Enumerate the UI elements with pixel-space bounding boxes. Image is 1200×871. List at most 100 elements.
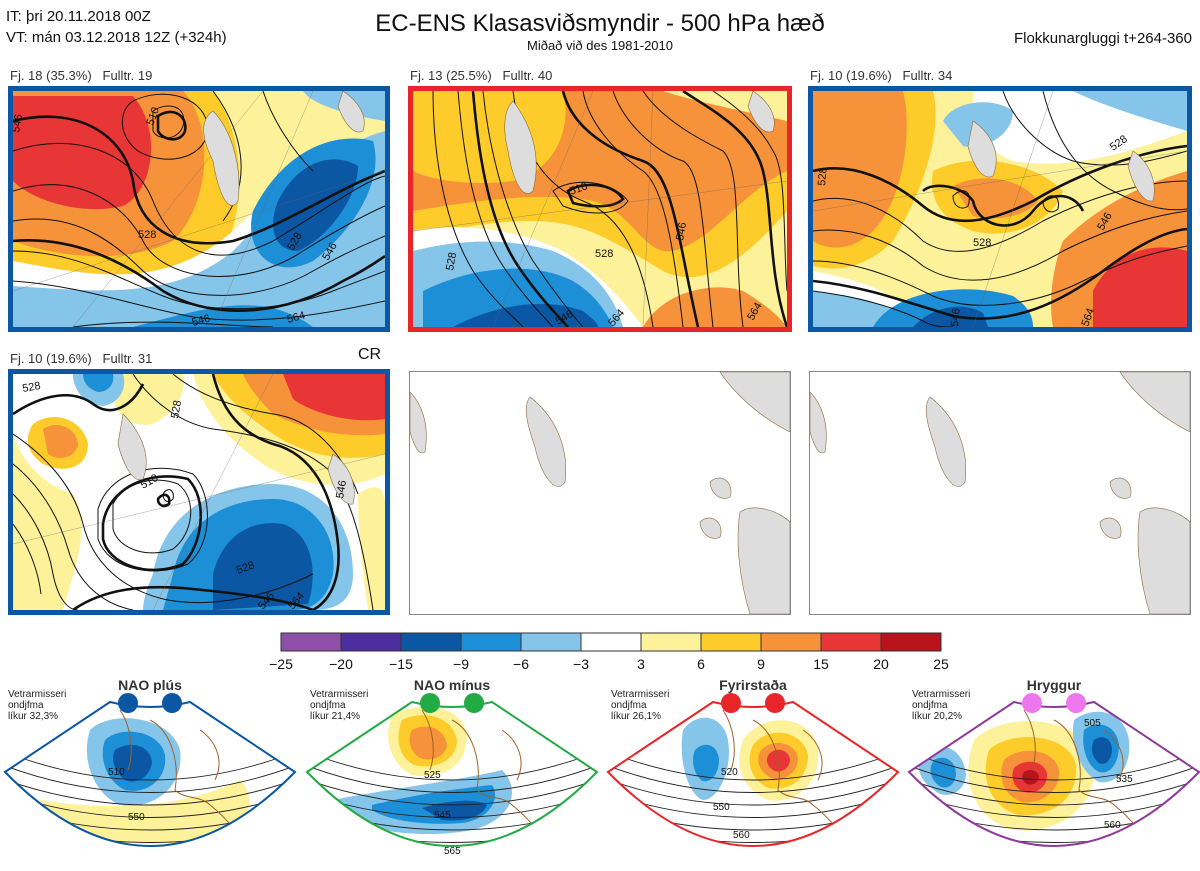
colorbar-cell [340,632,402,652]
colorbar-cell [820,632,882,652]
colorbar-tick: −9 [453,656,469,672]
regime-note: Vetrarmisseri ondjfma líkur 32,3% [8,689,66,722]
colorbar-tick: −25 [269,656,293,672]
regime-marker-dot [420,693,440,713]
panel-1-contour-label-1: 528 [138,229,156,241]
colorbar-tick: 25 [933,656,949,672]
regime-note1: Vetrarmisseri [8,689,67,700]
colorbar-tick: 9 [757,656,765,672]
panel-3-contour-label-4: 564 [1080,307,1098,327]
regime-contour-label: 535 [1116,774,1133,785]
regime-note3: líkur 26,1% [611,711,662,722]
panel-4-cluster: Fj. 10 (19.6%) [10,351,92,366]
regime-title: Hryggur [1026,677,1082,693]
regime-contour-label: 550 [713,802,730,813]
regime-note2: ondjfma [8,700,44,711]
panel-2-contour-label-2: 528 [595,248,613,260]
panel-2-cluster: Fj. 13 (25.5%) [410,68,492,83]
anomaly-area [409,726,447,760]
anomaly-area [693,744,719,782]
regime-marker-dot [118,693,138,713]
panel-2-label: Fj. 13 (25.5%) Fulltr. 40 [410,68,552,83]
panel-1-cluster: Fj. 18 (35.3%) [10,68,92,83]
colorbar-cell [400,632,462,652]
regime-note3: líkur 20,2% [912,711,963,722]
panel-1-label: Fj. 18 (35.3%) Fulltr. 19 [10,68,152,83]
regime-contour-label: 560 [733,830,750,841]
colorbar-tick: −20 [329,656,353,672]
anomaly-area [1014,856,1044,865]
panel-3-contour-label-5: 546 [949,308,963,327]
cluster-map-2: 510 528 546 564 546 564 528 [408,86,792,332]
regime-marker-dot [162,693,182,713]
panel-4-contour-label-5: 528 [235,559,256,577]
regime-map: 505 535 560 [907,700,1200,865]
regime-contour-label: 550 [128,812,145,823]
cluster-map-1: 528 510 546 528 546 564 546 [8,86,390,332]
colorbar-tick: 20 [873,656,889,672]
colorbar-cell [640,632,702,652]
regime-note: Vetrarmisseri ondjfma líkur 21,4% [310,689,368,722]
panel-1-contour-label-2: 510 [145,106,163,127]
anomaly-area [1022,769,1039,785]
colorbar-tick: 3 [637,656,645,672]
regime-note1: Vetrarmisseri [611,689,670,700]
regime-note1: Vetrarmisseri [912,689,971,700]
colorbar-cell [880,632,942,652]
anomaly-area [1091,737,1112,764]
regime-marker-dot [1066,693,1086,713]
colorbar-cell [580,632,642,652]
regime-note: Vetrarmisseri ondjfma líkur 20,2% [912,689,970,722]
colorbar-cell [460,632,522,652]
panel-3-member: Fulltr. 34 [902,68,953,83]
panel-1-contour-label-3: 546 [13,113,25,133]
panel-1-contour-label-7: 546 [191,313,212,327]
panel-2-contour-label-3: 546 [674,221,689,241]
panel-4-label: Fj. 10 (19.6%) Fulltr. 31 [10,351,152,366]
regime-marker-dot [721,693,741,713]
regime-title: Fyrirstaða [719,677,787,693]
regime-contour-label: 520 [721,767,738,778]
colorbar-tick: −6 [513,656,529,672]
regime-note3: líkur 32,3% [8,711,59,722]
regime-note2: ondjfma [611,700,647,711]
panel-2-contour-label-7: 528 [444,251,459,271]
regime-contour-label: 565 [444,846,461,857]
panel-4-tag: CR [358,346,382,363]
colorbar-tick: 6 [697,656,705,672]
vt-line: VT: mán 03.12.2018 12Z (+324h) [6,29,227,46]
colorbar-cell [280,632,342,652]
regime-marker-dot [765,693,785,713]
regime-title: NAO plús [118,677,182,693]
regime-contour-label: 505 [1084,718,1101,729]
empty-map-5 [409,371,791,615]
regime-note2: ondjfma [310,700,346,711]
empty-map-6 [809,371,1191,615]
panel-1-member: Fulltr. 19 [102,68,153,83]
colorbar [280,632,942,652]
regime-marker-dot [464,693,484,713]
page-title: EC-ENS Klasasviðsmyndir - 500 hPa hæð [375,10,825,37]
regime-note2: ondjfma [912,700,948,711]
panel-3-contour-label-2: 528 [973,237,991,249]
colorbar-tick: 15 [813,656,829,672]
panel-4-contour-label-1: 528 [21,380,41,395]
panel-4-contour-label-3: 528 [169,399,184,419]
regime-title: NAO mínus [413,677,491,693]
colorbar-cell [520,632,582,652]
regime-note3: líkur 21,4% [310,711,361,722]
regime-map: 525 545 565 [305,700,599,857]
regime-marker-dot [1022,693,1042,713]
colorbar-tick: −15 [389,656,413,672]
cluster-map-4: 528 510 528 546 528 546 564 [8,369,390,615]
regime-contour-label: 510 [108,767,125,778]
regime-note1: Vetrarmisseri [310,689,369,700]
regime-note: Vetrarmisseri ondjfma líkur 26,1% [611,689,669,722]
panel-2-contour-label-1: 510 [568,180,589,198]
anomaly-area [113,744,152,782]
panel-1-contour-label-6: 564 [286,310,307,326]
cluster-map-3: 528 528 546 564 546 528 [808,86,1192,332]
panel-3-label: Fj. 10 (19.6%) Fulltr. 34 [810,68,952,83]
header-info: IT: þri 20.11.2018 00Z VT: mán 03.12.201… [6,6,227,48]
regime-map: 520 550 560 [606,700,900,847]
